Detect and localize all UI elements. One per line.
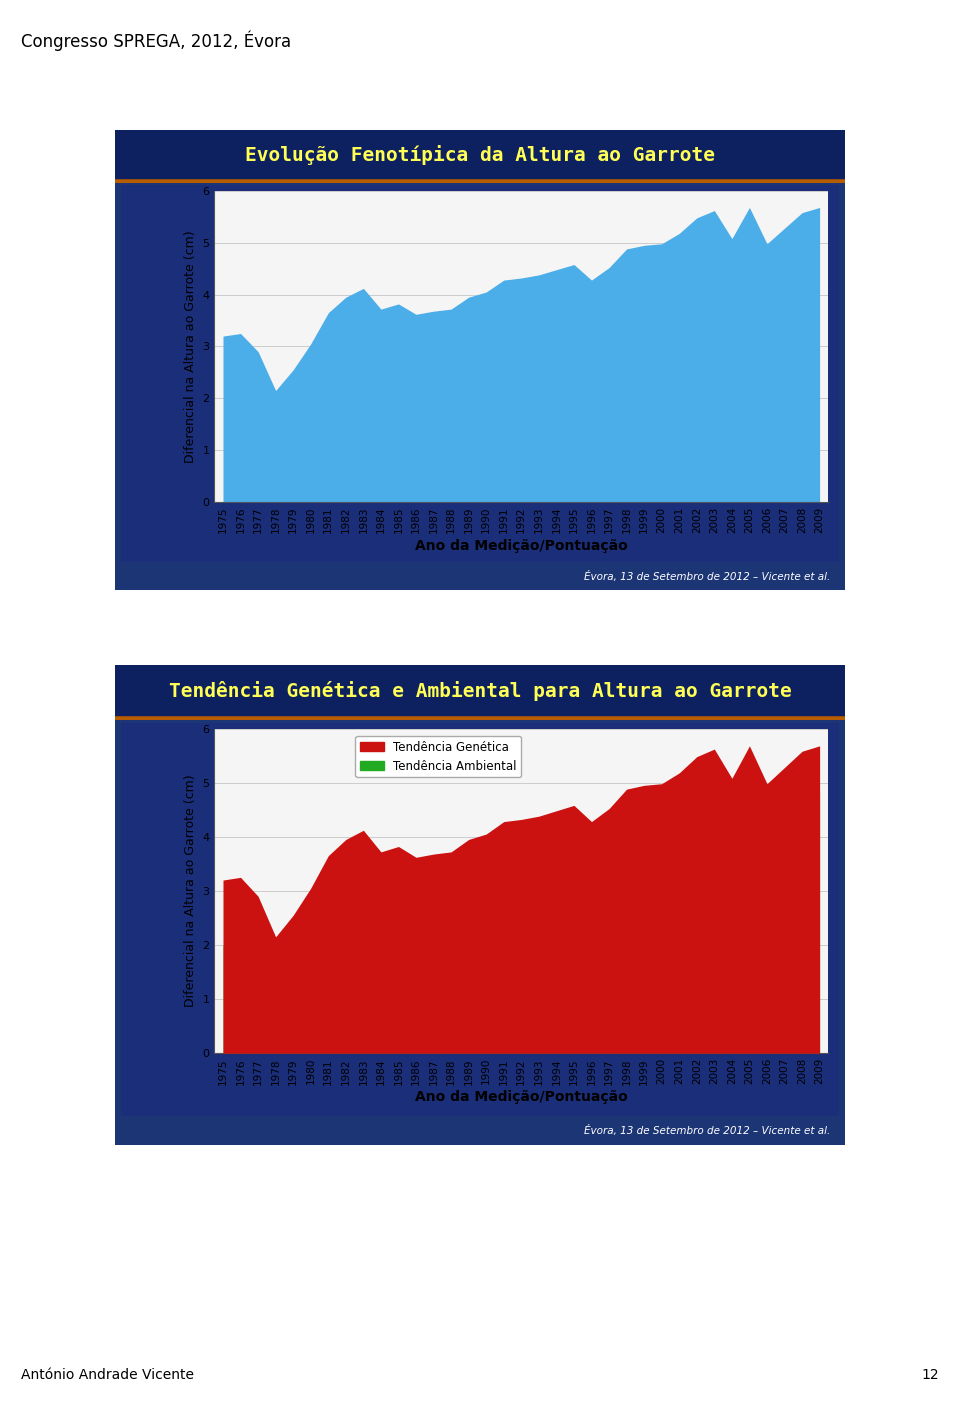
Text: Tendência Genética e Ambiental para Altura ao Garrote: Tendência Genética e Ambiental para Altu… — [169, 682, 791, 702]
Text: Évora, 13 de Setembro de 2012 – Vicente et al.: Évora, 13 de Setembro de 2012 – Vicente … — [584, 1125, 830, 1136]
Legend: Tendência Genética, Tendência Ambiental: Tendência Genética, Tendência Ambiental — [355, 737, 521, 777]
Text: Congresso SPREGA, 2012, Évora: Congresso SPREGA, 2012, Évora — [21, 31, 291, 52]
X-axis label: Ano da Medição/Pontuação: Ano da Medição/Pontuação — [415, 539, 628, 553]
Y-axis label: Diferencial na Altura ao Garrote (cm): Diferencial na Altura ao Garrote (cm) — [183, 774, 197, 1007]
X-axis label: Ano da Medição/Pontuação: Ano da Medição/Pontuação — [415, 1090, 628, 1104]
Y-axis label: Diferencial na Altura ao Garrote (cm): Diferencial na Altura ao Garrote (cm) — [183, 230, 197, 463]
Text: Evolução Fenotípica da Altura ao Garrote: Evolução Fenotípica da Altura ao Garrote — [245, 146, 715, 166]
Text: António Andrade Vicente: António Andrade Vicente — [21, 1368, 194, 1382]
Text: Évora, 13 de Setembro de 2012 – Vicente et al.: Évora, 13 de Setembro de 2012 – Vicente … — [584, 571, 830, 582]
Text: 12: 12 — [922, 1368, 939, 1382]
